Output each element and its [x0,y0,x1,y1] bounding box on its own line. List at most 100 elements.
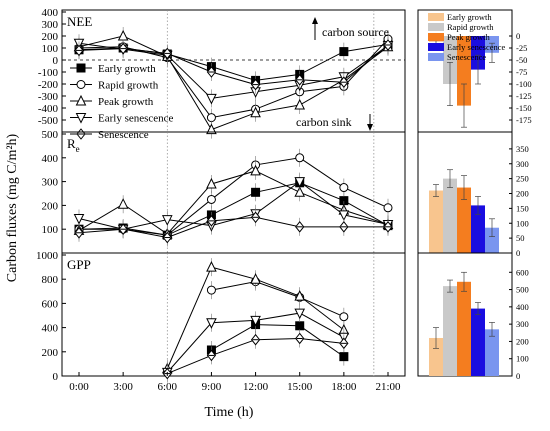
y-tick-label: 200 [42,347,59,359]
point-marker [338,210,350,222]
series-early-growth [206,315,349,366]
y-tick-label: 300 [516,319,529,329]
point-marker [339,312,349,322]
bar-early-growth [429,190,443,253]
y-tick-label: 600 [42,298,59,310]
point-marker [339,183,349,193]
bar-peak-growth [457,36,471,106]
legend-label: Early growth [98,63,156,75]
y-tick-label: 200 [42,31,59,43]
point-marker [206,260,217,272]
y-tick-label: 300 [516,159,529,169]
bar-early-growth [429,337,443,376]
point-marker [383,203,393,213]
y-tick-label: 400 [516,302,529,312]
series-line [78,170,389,235]
y-tick-label: 500 [42,129,59,141]
point-marker [250,106,261,118]
series-line [211,281,345,318]
bar-peak-growth [457,281,471,376]
bar-rapid-growth [443,36,457,84]
bar-panel-GPP-mean: 0 100 200 300 400 500 600 [417,252,529,381]
point-marker [117,29,129,41]
y-tick-label: 100 [516,218,529,228]
carbon-sink-label: carbon sink [296,115,352,129]
y-tick-label: 250 [516,174,529,184]
y-tick-label: -200 [38,79,59,91]
bar-legend-swatch [428,13,444,21]
y-tick-label: 400 [42,323,59,335]
x-tick-label: 0:00 [69,381,89,393]
y-tick-label: 400 [42,7,59,19]
point-marker [251,187,261,197]
legend: Early growth Rapid growth Peak growth Early… [70,63,174,141]
legend-label: Rapid growth [98,80,159,92]
bar-early-senescence [471,36,485,70]
series-line [78,216,388,239]
y-tick-label: 300 [42,177,59,189]
bar-rapid-growth [443,286,457,376]
series-senescence [74,36,393,94]
y-tick-label: 800 [42,274,59,286]
sink-arrow-head [367,124,373,131]
y-axis-label: Carbon fluxes (mg C/m²h) [5,133,20,282]
y-tick-label: 0 [516,31,520,41]
series-line [78,182,389,236]
series-line [78,44,389,86]
point-marker [206,113,216,123]
y-tick-label: 100 [516,354,529,364]
y-tick-label: 1000 [36,250,59,262]
y-tick-label: -100 [516,79,532,89]
legend-label: Peak growth [98,96,154,108]
point-marker [117,198,129,209]
panel-title: GPP [67,257,91,272]
y-tick-label: 500 [516,285,529,295]
y-tick-label: -25 [516,43,527,53]
point-marker [206,123,217,135]
panel-GPP: 0 200 400 600 800 1000 GPP 0:00 3:00 6:00 9:00 12:0… [36,250,406,393]
x-tick-label: 9:00 [202,381,222,393]
point-marker [294,177,306,188]
bar-legend-label: Early growth [447,12,492,22]
y-tick-label: -175 [516,115,532,125]
point-marker [206,177,217,189]
x-tick-label: 6:00 [158,381,178,393]
y-tick-label: 0 [53,55,59,67]
series-line [78,38,389,119]
y-tick-label: 50 [516,233,525,243]
legend-marker [76,63,86,73]
line-panels: -500-400-300-200-1000100200300400NEEEarl… [36,7,406,393]
y-tick-label: 100 [42,224,59,236]
point-marker [295,153,305,163]
point-marker [250,315,261,327]
point-marker [250,164,261,176]
panel-Re: 100 200 300 400 500 Re [42,129,406,254]
y-tick-label: -125 [516,91,532,101]
y-tick-label: 350 [516,144,529,154]
legend-marker [75,94,87,106]
point-marker [206,93,217,105]
y-tick-label: 400 [42,153,59,165]
y-tick-label: 0 [516,248,520,258]
bar-early-senescence [471,308,485,376]
point-marker [294,98,306,110]
y-tick-label: 200 [42,200,59,212]
point-marker [294,186,306,197]
legend-label: Early senescence [98,113,174,125]
panel-title: Re [67,136,80,154]
point-marker [339,47,349,57]
x-tick-label: 15:00 [287,381,313,393]
point-marker [250,273,261,284]
series-senescence [74,208,393,247]
panel-title: NEE [67,14,92,29]
y-tick-label: -150 [516,103,532,113]
point-marker [206,194,216,204]
y-tick-label: -400 [38,103,59,115]
bar-panel-Re-mean: 0 50 100 150 200 250 300 350 [417,131,529,258]
legend-label: Senescence [98,129,149,141]
point-marker [294,308,306,320]
y-tick-label: 600 [516,267,529,277]
